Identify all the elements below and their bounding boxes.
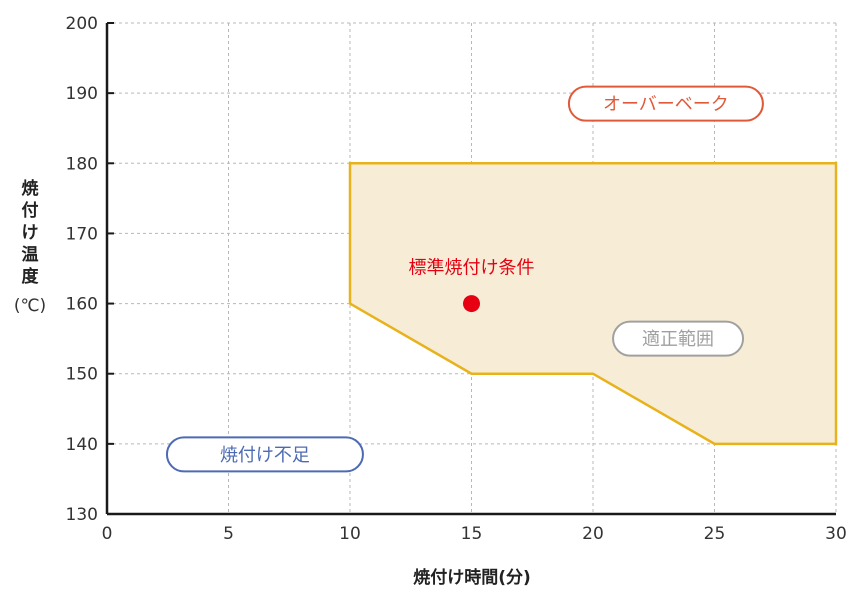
x-tick-label: 5 (223, 524, 234, 544)
x-tick-label: 10 (339, 524, 361, 544)
data-points: 標準焼付け条件 (409, 258, 535, 313)
x-tick-label: 30 (825, 524, 847, 544)
y-tick-label: 190 (66, 84, 98, 104)
y-tick-label: 180 (66, 154, 98, 174)
y-tick-label: 130 (66, 505, 98, 525)
y-tick-labels: 130 140 150 160 170 180 190 200 (66, 14, 98, 525)
y-tick-label: 170 (66, 224, 98, 244)
y-axis-title-char: 度 (22, 266, 40, 287)
x-tick-label: 15 (461, 524, 483, 544)
optimal-label: 適正範囲 (642, 329, 714, 350)
overbake-pill (567, 85, 764, 122)
axes (105, 22, 836, 516)
optimal-pill (612, 320, 745, 357)
underbake-label: 焼付け不足 (220, 445, 310, 466)
overbake-label: オーバーベーク (603, 94, 729, 115)
y-axis-unit: (℃) (14, 296, 46, 316)
x-tick-label: 20 (582, 524, 604, 544)
y-axis-title-char: 温 (22, 245, 39, 265)
underbake-pill (165, 436, 364, 473)
standard-condition-point (463, 295, 480, 313)
x-tick-label: 0 (102, 524, 113, 544)
y-tick-label: 200 (66, 14, 98, 34)
x-axis-title: 焼付け時間(分) (413, 567, 531, 588)
x-tick-labels: 0 5 10 15 20 25 30 (102, 524, 847, 544)
y-tick-label: 150 (66, 365, 98, 385)
x-tick-label: 25 (704, 524, 726, 544)
y-axis-title-char: け (22, 223, 39, 243)
optimal-range-region (348, 162, 838, 446)
y-axis-title-char: 付 (22, 200, 39, 221)
y-tick-label: 140 (66, 435, 98, 455)
standard-condition-label: 標準焼付け条件 (409, 258, 535, 279)
y-tick-label: 160 (66, 295, 98, 315)
y-axis-title-char: 焼 (22, 178, 39, 199)
